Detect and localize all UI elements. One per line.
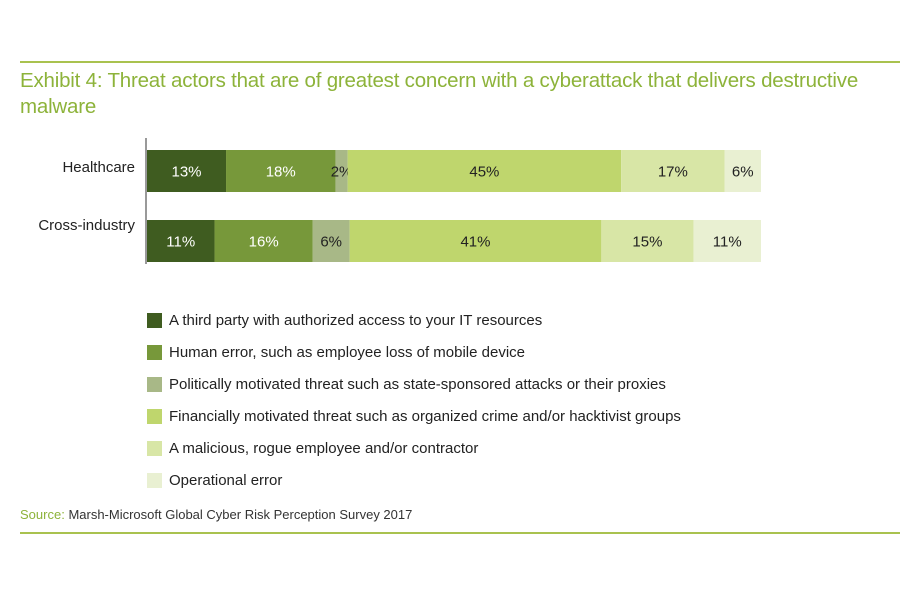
legend-label: Operational error: [169, 471, 283, 489]
legend-label: Human error, such as employee loss of mo…: [169, 343, 526, 361]
legend-label: Financially motivated threat such as org…: [169, 407, 681, 425]
data-label: 6%: [732, 164, 754, 181]
data-label: 15%: [632, 234, 662, 251]
data-label: 2%: [331, 164, 353, 181]
legend-label: A malicious, rogue employee and/or contr…: [169, 439, 479, 457]
bar-segment: [601, 220, 694, 262]
legend-item: Human error, such as employee loss of mo…: [147, 336, 681, 368]
bar-segment: [312, 220, 350, 262]
legend-swatch: [147, 344, 162, 360]
bar-segment: [147, 220, 215, 262]
legend-swatch: [147, 440, 162, 456]
legend-swatch: [147, 408, 162, 424]
bar-segment: [335, 150, 348, 192]
data-label: 16%: [249, 234, 279, 251]
bar-segment: [214, 220, 313, 262]
data-label: 45%: [469, 164, 499, 181]
source-text: Marsh-Microsoft Global Cyber Risk Percep…: [68, 507, 413, 522]
data-label: 41%: [460, 234, 490, 251]
legend-swatch: [147, 312, 162, 328]
legend-label: A third party with authorized access to …: [169, 311, 543, 329]
bar-segment: [347, 150, 622, 192]
chart-legend: A third party with authorized access to …: [147, 304, 681, 496]
category-label: Cross-industry: [38, 217, 135, 234]
bar-segment: [693, 220, 761, 262]
bar-segment: [226, 150, 336, 192]
category-label: Healthcare: [62, 159, 135, 176]
legend-label: Politically motivated threat such as sta…: [169, 375, 666, 393]
bottom-rule: [20, 532, 900, 534]
legend-item: Politically motivated threat such as sta…: [147, 368, 681, 400]
legend-swatch: [147, 376, 162, 392]
legend-item: A malicious, rogue employee and/or contr…: [147, 432, 681, 464]
bar-segment: [147, 150, 227, 192]
legend-item: Operational error: [147, 464, 681, 496]
stacked-bar-chart: Healthcare 13% 18% 2% 45% 17% 6% Cross-industry…: [38, 138, 761, 264]
source-label: Source:: [20, 507, 65, 522]
top-rule: [20, 61, 900, 63]
data-label: 11%: [713, 234, 742, 251]
data-label: 11%: [166, 234, 195, 251]
legend-item: A third party with authorized access to …: [147, 304, 681, 336]
data-label: 18%: [266, 164, 296, 181]
chart-title: Exhibit 4: Threat actors that are of gre…: [20, 69, 859, 118]
data-label: 17%: [658, 164, 688, 181]
data-label: 6%: [320, 234, 342, 251]
legend-item: Financially motivated threat such as org…: [147, 400, 681, 432]
source-note: Source: Marsh-Microsoft Global Cyber Ris…: [20, 507, 412, 522]
bar-segment: [349, 220, 602, 262]
bar-segment: [621, 150, 725, 192]
bar-segment: [724, 150, 761, 192]
legend-swatch: [147, 472, 162, 488]
data-label: 13%: [171, 164, 201, 181]
